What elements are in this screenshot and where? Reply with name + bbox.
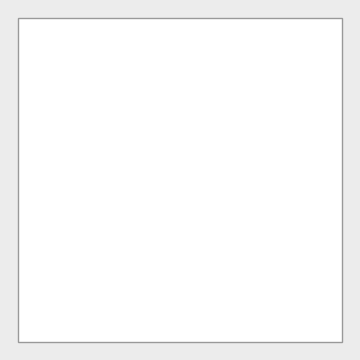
Text: 'hole: 'hole [303, 100, 321, 109]
Text: 2: 2 [224, 167, 229, 174]
Text: L: L [72, 216, 77, 225]
Text: 3: 3 [86, 154, 91, 160]
Text: 1: 1 [233, 140, 237, 146]
Text: 7.5: 7.5 [282, 174, 291, 186]
Text: L: L [240, 214, 245, 223]
Text: L: L [220, 193, 225, 202]
Text: 'hole: 'hole [127, 226, 145, 235]
Text: 35: 35 [151, 94, 164, 104]
Text: 4-ø0.8: 4-ø0.8 [91, 226, 115, 235]
Text: L: L [57, 198, 62, 207]
Text: 30: 30 [148, 113, 161, 123]
Text: ±½: ±½ [295, 103, 305, 108]
Circle shape [234, 176, 242, 184]
Text: Unit : mm: Unit : mm [285, 37, 336, 46]
Text: 2.5: 2.5 [243, 211, 252, 224]
Text: ±½: ±½ [118, 229, 129, 233]
Text: L : Lug terminal: L : Lug terminal [93, 259, 170, 269]
Text: 4-ø1.6: 4-ø1.6 [269, 100, 293, 109]
Text: L: L [57, 153, 62, 162]
Text: Tolerance : ±0.1: Tolerance : ±0.1 [253, 314, 336, 323]
